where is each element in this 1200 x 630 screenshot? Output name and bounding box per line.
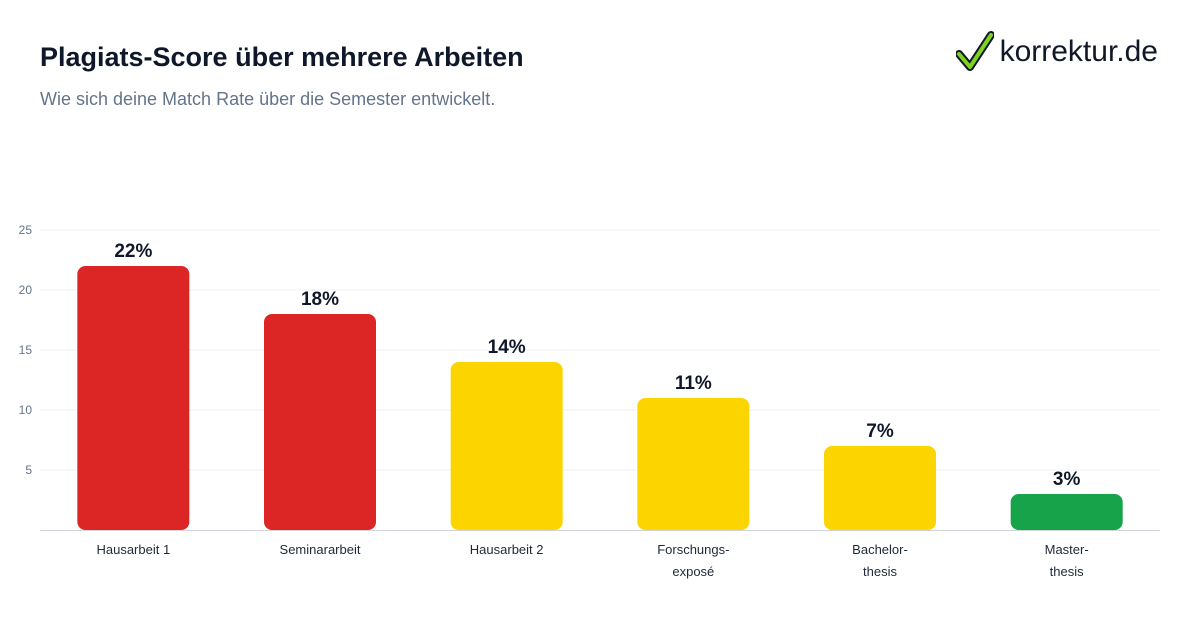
bar-value-label: 18% [301,289,339,310]
x-category-label: Hausarbeit 2 [470,542,544,557]
bar-value-label: 14% [488,337,526,358]
y-tick-label: 5 [25,463,32,477]
x-category-label: Bachelor- [852,542,908,557]
chart-title: Plagiats-Score über mehrere Arbeiten [40,42,524,72]
checkmark-icon [955,31,994,71]
x-category-label: Hausarbeit 1 [96,542,170,557]
y-tick-label: 20 [19,283,33,297]
bar [824,446,936,530]
bar [637,398,750,530]
bar [77,266,190,530]
x-category-label: Master- [1045,542,1089,557]
bar-value-label: 7% [866,421,894,442]
bar [264,314,376,530]
brand-logo: korrektur.de [955,30,1158,74]
x-category-label: Seminararbeit [280,542,361,557]
y-tick-label: 10 [19,403,33,417]
bar [450,362,563,530]
x-category-label: thesis [1050,564,1084,579]
bar-value-label: 22% [114,241,152,262]
x-category-label: thesis [863,564,897,579]
bar-value-label: 3% [1053,469,1081,490]
bar [1010,494,1123,530]
bar-value-label: 11% [675,373,712,394]
y-tick-label: 25 [19,223,33,237]
y-tick-label: 15 [19,343,33,357]
x-category-label: Forschungs- [657,542,729,557]
brand-name: korrektur.de [999,35,1158,68]
x-category-label: exposé [672,564,714,579]
chart-subtitle: Wie sich deine Match Rate über die Semes… [40,89,496,109]
